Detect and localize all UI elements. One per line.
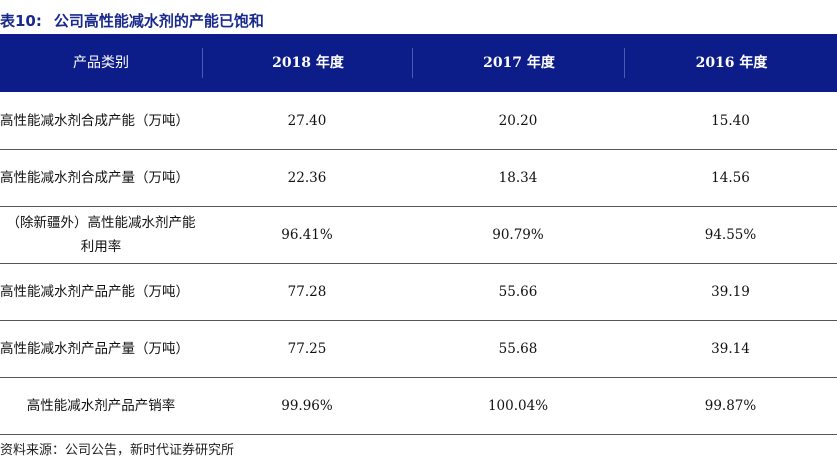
value-2018: 22.36 bbox=[287, 170, 327, 186]
value-2017: 100.04% bbox=[487, 398, 549, 414]
value-2018: 77.25 bbox=[287, 341, 327, 357]
header-2016: 2016 年度 bbox=[624, 48, 837, 78]
table-row: 高性能减水剂合成产能（万吨） 27.40 20.20 15.40 bbox=[0, 93, 837, 150]
value-2017: 90.79% bbox=[492, 227, 544, 243]
value-2018: 99.96% bbox=[281, 398, 333, 414]
row-label: 高性能减水剂合成产量（万吨） bbox=[0, 170, 189, 186]
value-2016: 14.56 bbox=[711, 170, 750, 186]
row-label: 高性能减水剂产品产能（万吨） bbox=[0, 284, 189, 300]
value-2017: 55.66 bbox=[498, 284, 538, 300]
header-category: 产品类别 bbox=[73, 55, 129, 71]
table-row: 高性能减水剂产品产销率 99.96% 100.04% 99.87% bbox=[0, 378, 837, 435]
value-2017: 18.34 bbox=[498, 170, 538, 186]
value-2016: 39.14 bbox=[711, 341, 750, 357]
value-2017: 55.68 bbox=[498, 341, 538, 357]
table-number: 表10: bbox=[0, 12, 42, 30]
value-2016: 15.40 bbox=[711, 113, 750, 129]
row-label: 高性能减水剂产品产销率 bbox=[26, 398, 176, 414]
table-title: 表10: 公司高性能减水剂的产能已饱和 bbox=[0, 9, 264, 33]
table-title-text: 公司高性能减水剂的产能已饱和 bbox=[53, 12, 264, 30]
table-row: （除新疆外）高性能减水剂产能 利用率 96.41% 90.79% 94.55% bbox=[0, 207, 837, 264]
value-2018: 27.40 bbox=[287, 113, 327, 129]
row-label-line-2: 利用率 bbox=[80, 239, 122, 255]
table-row: 高性能减水剂产品产能（万吨） 77.28 55.66 39.19 bbox=[0, 264, 837, 321]
value-2016: 99.87% bbox=[704, 398, 757, 414]
value-2016: 94.55% bbox=[704, 227, 757, 243]
table-header: 产品类别 2018 年度 2017 年度 2016 年度 bbox=[0, 34, 837, 92]
table-row: 高性能减水剂合成产量（万吨） 22.36 18.34 14.56 bbox=[0, 150, 837, 207]
header-2017: 2017 年度 bbox=[412, 48, 625, 78]
header-2018: 2018 年度 bbox=[202, 48, 413, 78]
value-2017: 20.20 bbox=[498, 113, 538, 129]
row-label-line-1: （除新疆外）高性能减水剂产能 bbox=[6, 215, 196, 231]
row-label: 高性能减水剂合成产能（万吨） bbox=[0, 113, 189, 129]
source-note: 资料来源：公司公告，新时代证券研究所 bbox=[0, 443, 235, 458]
value-2018: 77.28 bbox=[287, 284, 327, 300]
row-label: （除新疆外）高性能减水剂产能 利用率 bbox=[0, 207, 202, 263]
value-2016: 39.19 bbox=[711, 284, 750, 300]
table-row: 高性能减水剂产品产量（万吨） 77.25 55.68 39.14 bbox=[0, 321, 837, 378]
value-2018: 96.41% bbox=[281, 227, 333, 243]
row-label: 高性能减水剂产品产量（万吨） bbox=[0, 341, 189, 357]
